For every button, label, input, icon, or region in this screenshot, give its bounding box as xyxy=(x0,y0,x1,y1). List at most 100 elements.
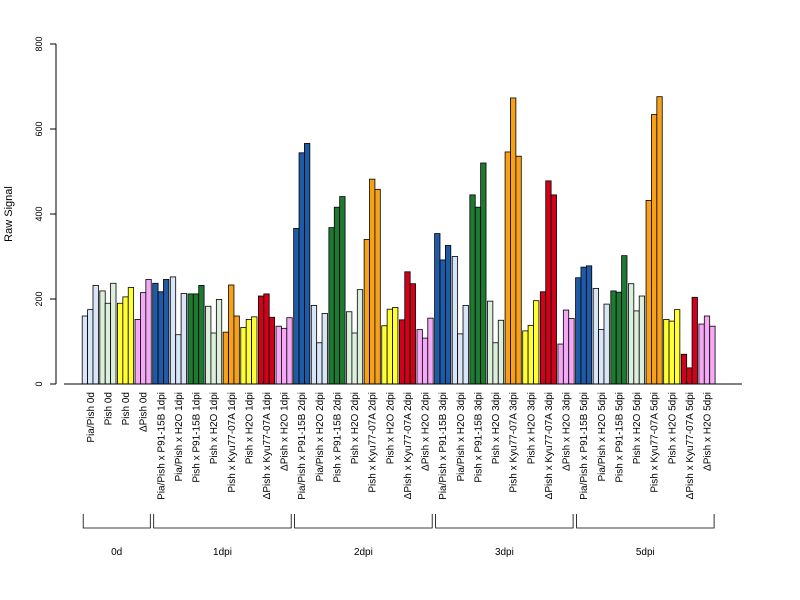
bar xyxy=(175,334,182,385)
bar xyxy=(140,292,147,385)
bar xyxy=(610,290,617,385)
y-tick-label: 0 xyxy=(34,381,44,386)
bar xyxy=(638,295,646,385)
bar xyxy=(374,188,381,385)
bar xyxy=(275,325,282,385)
bar xyxy=(504,151,511,385)
bar xyxy=(409,283,416,385)
bar xyxy=(680,353,688,385)
bar xyxy=(127,287,135,385)
x-tick-label: Pish x H2O 3dpi xyxy=(526,392,537,464)
bar xyxy=(585,265,593,385)
group-bracket xyxy=(435,514,574,529)
bar xyxy=(152,282,159,385)
bar xyxy=(457,333,464,385)
x-tick-label: Pish x P91-15B 5dpi xyxy=(614,392,625,483)
bar xyxy=(469,194,476,385)
bar xyxy=(268,316,276,385)
bar xyxy=(633,310,640,385)
bar xyxy=(668,320,675,385)
bar xyxy=(163,279,170,385)
bar xyxy=(691,296,698,385)
bar xyxy=(228,284,235,385)
bar xyxy=(286,317,293,385)
bar xyxy=(451,256,459,385)
x-tick-label: Pia/Pish x P91-15B 2dpi xyxy=(297,392,308,500)
x-tick-label: Pia/Pish x P91-15B 5dpi xyxy=(579,392,590,500)
bar xyxy=(557,343,564,385)
bar xyxy=(628,283,635,385)
bar xyxy=(281,327,288,385)
bar xyxy=(568,318,575,385)
bar xyxy=(381,325,388,385)
bar xyxy=(192,293,200,385)
y-tick-label: 200 xyxy=(34,291,44,306)
bar xyxy=(392,307,399,385)
bar xyxy=(363,239,370,385)
bar xyxy=(251,316,258,385)
bar xyxy=(444,245,452,385)
x-tick-label: ΔPish x H2O 5dpi xyxy=(703,392,714,471)
bar xyxy=(328,227,335,385)
bar xyxy=(645,199,652,385)
bar xyxy=(550,194,557,385)
bar xyxy=(122,296,129,385)
bar xyxy=(515,155,522,385)
bar xyxy=(210,332,217,385)
x-tick-label: Pish x Kyu77-07A 3dpi xyxy=(509,392,520,493)
x-tick-label: Pish x H2O 5dpi xyxy=(667,392,678,464)
bar xyxy=(87,309,94,385)
x-tick-label: Pish x H2O 5dpi xyxy=(632,392,643,464)
x-tick-label: Pia/Pish 0d xyxy=(86,392,97,443)
x-tick-label: Pish x P91-15B 1dpi xyxy=(192,392,203,483)
y-axis: 0 200 400 600 800 xyxy=(34,36,57,387)
group-bracket xyxy=(576,514,715,529)
bar xyxy=(497,319,505,385)
bar xyxy=(416,329,423,385)
bar xyxy=(709,325,716,385)
group-label: 2dpi xyxy=(354,547,373,558)
group-label: 3dpi xyxy=(495,547,514,558)
bar xyxy=(293,228,300,385)
bar xyxy=(339,196,346,385)
bar xyxy=(92,284,99,385)
bar xyxy=(104,302,112,385)
bar xyxy=(180,293,187,385)
x-tick-label: Pia/Pish x H2O 3dpi xyxy=(456,392,467,482)
y-tick-label: 800 xyxy=(34,36,44,51)
bar xyxy=(656,96,663,385)
bars xyxy=(81,96,716,385)
bar xyxy=(310,304,318,385)
x-tick-label: ΔPish x H2O 1dpi xyxy=(280,392,291,471)
bar xyxy=(651,114,658,385)
bar xyxy=(110,282,117,385)
bar xyxy=(592,287,599,385)
bar xyxy=(157,291,164,385)
group-label: 0d xyxy=(111,547,122,558)
bar xyxy=(562,309,570,385)
bar xyxy=(240,327,247,385)
bar xyxy=(198,284,205,385)
x-tick-label: Pish x P91-15B 2dpi xyxy=(332,392,343,483)
bar xyxy=(257,295,265,385)
x-tick-label: ΔPish x Kyu77-07A 3dpi xyxy=(544,392,555,499)
x-tick-label: Pish x Kyu77-07A 1dpi xyxy=(227,392,238,493)
bar xyxy=(492,342,499,385)
bar xyxy=(233,315,240,385)
bar xyxy=(222,331,229,385)
x-tick-label: Pish x H2O 1dpi xyxy=(209,392,220,464)
bar xyxy=(674,309,681,385)
bar xyxy=(117,302,124,385)
bar xyxy=(510,97,517,385)
bar xyxy=(439,259,446,385)
bar xyxy=(356,289,364,385)
bar xyxy=(304,143,311,385)
x-tick-label: Pia/Pish x H2O 5dpi xyxy=(597,392,608,482)
x-tick-label: ΔPish x Kyu77-07A 5dpi xyxy=(685,392,696,499)
group-bracket xyxy=(294,514,433,529)
bar xyxy=(205,305,212,385)
x-tick-label: Pish x H2O 1dpi xyxy=(244,392,255,464)
bar xyxy=(245,318,252,385)
x-tick-label: Pia/Pish x P91-15B 3dpi xyxy=(438,392,449,500)
group-label: 5dpi xyxy=(636,547,655,558)
